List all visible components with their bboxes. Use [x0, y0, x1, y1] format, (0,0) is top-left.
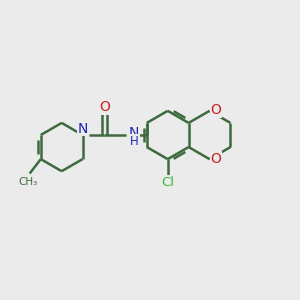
- Text: O: O: [99, 100, 110, 114]
- Text: CH₃: CH₃: [19, 177, 38, 187]
- Text: H: H: [129, 135, 138, 148]
- Text: O: O: [211, 152, 221, 166]
- Text: N: N: [78, 122, 88, 136]
- Text: O: O: [211, 103, 221, 117]
- Text: N: N: [129, 126, 139, 140]
- Text: Cl: Cl: [161, 176, 174, 189]
